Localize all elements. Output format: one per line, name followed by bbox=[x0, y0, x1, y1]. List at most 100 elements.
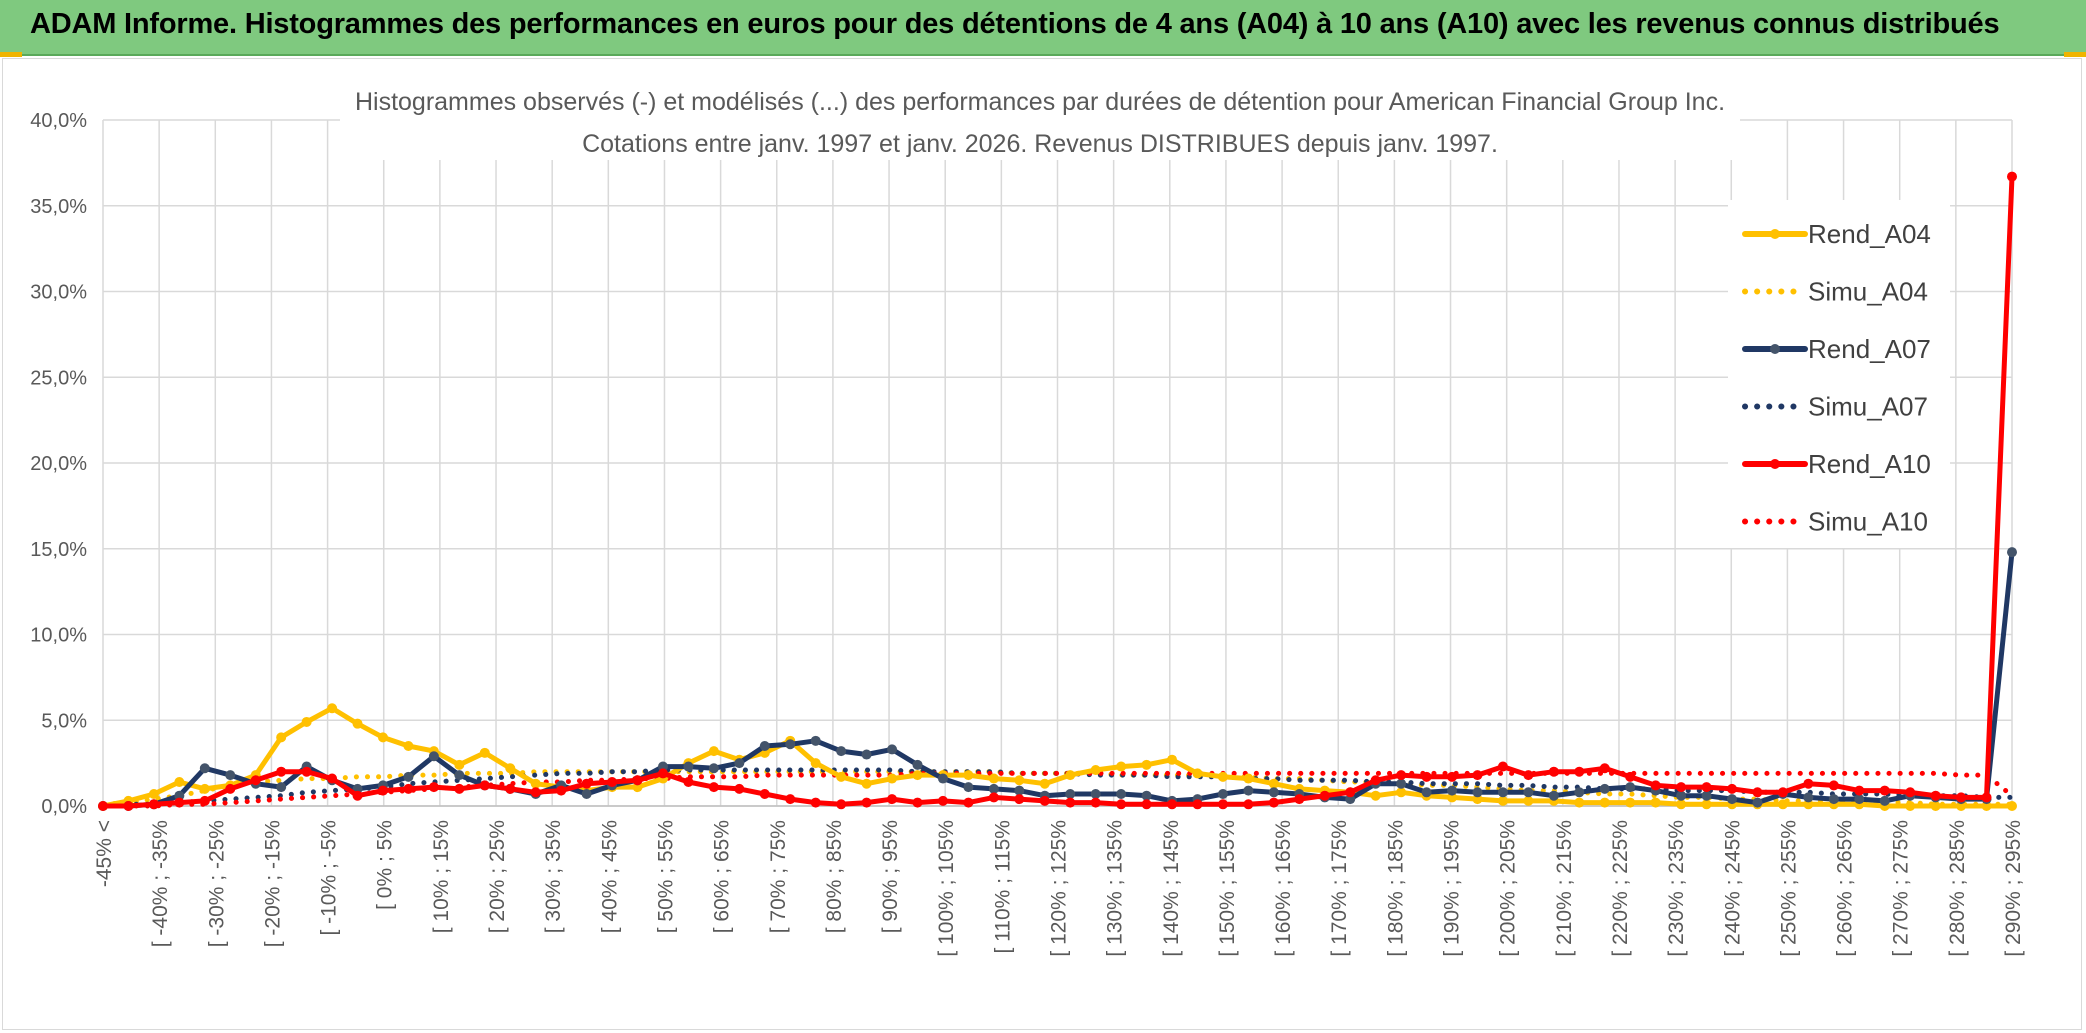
data-point-rend_a10 bbox=[1701, 782, 1712, 793]
data-point-rend_a04 bbox=[454, 759, 465, 770]
data-point-rend_a10 bbox=[683, 776, 694, 787]
x-tick-label: [ 70% ; 75% bbox=[767, 820, 790, 933]
data-point-rend_a04 bbox=[174, 776, 185, 787]
data-point-rend_a10 bbox=[1599, 763, 1610, 774]
data-point-rend_a10 bbox=[2007, 171, 2017, 182]
data-point-rend_a04 bbox=[1777, 799, 1788, 810]
data-point-rend_a04 bbox=[1625, 797, 1636, 808]
data-point-rend_a07 bbox=[887, 744, 898, 755]
data-point-rend_a07 bbox=[1268, 787, 1279, 798]
data-point-rend_a10 bbox=[250, 775, 261, 786]
data-point-rend_a07 bbox=[1625, 782, 1636, 793]
data-point-rend_a10 bbox=[1650, 780, 1661, 791]
data-point-rend_a10 bbox=[148, 799, 159, 810]
x-tick-label: [ 210% ; 215% bbox=[1553, 820, 1576, 957]
data-point-rend_a10 bbox=[1803, 778, 1814, 789]
data-point-rend_a10 bbox=[1930, 790, 1941, 801]
data-point-rend_a10 bbox=[199, 795, 210, 806]
data-point-rend_a04 bbox=[1396, 787, 1407, 798]
y-axis: 0,0% 5,0% 10,0% 15,0% 20,0% 25,0% 30,0% 35,0% 40… bbox=[30, 110, 87, 818]
data-point-rend_a07 bbox=[708, 763, 719, 774]
data-point-rend_a10 bbox=[556, 785, 567, 796]
data-point-rend_a04 bbox=[327, 703, 338, 714]
series-line-rend_a04 bbox=[100, 705, 2015, 809]
x-tick-label: [ 290% ; 295% bbox=[2002, 820, 2025, 957]
data-point-rend_a04 bbox=[1268, 778, 1279, 789]
legend-label-rend_a10: Rend_A10 bbox=[1808, 449, 1931, 479]
data-point-rend_a10 bbox=[1854, 785, 1865, 796]
data-point-rend_a07 bbox=[734, 758, 745, 769]
legend-marker-rend_a07 bbox=[1770, 344, 1780, 354]
data-point-rend_a10 bbox=[1039, 795, 1050, 806]
data-point-rend_a07 bbox=[225, 770, 236, 781]
data-point-rend_a04 bbox=[836, 771, 847, 782]
data-point-rend_a04 bbox=[887, 773, 898, 784]
data-point-rend_a07 bbox=[836, 746, 847, 757]
data-point-rend_a10 bbox=[1370, 775, 1381, 786]
data-point-rend_a10 bbox=[810, 797, 821, 808]
data-point-rend_a10 bbox=[454, 783, 465, 794]
data-point-rend_a07 bbox=[1574, 787, 1585, 798]
series-line-rend_a07 bbox=[100, 549, 2015, 809]
data-point-rend_a07 bbox=[1727, 794, 1738, 805]
data-point-rend_a04 bbox=[1803, 799, 1814, 810]
data-point-rend_a04 bbox=[479, 747, 490, 758]
data-point-rend_a10 bbox=[734, 783, 745, 794]
page-title: ADAM Informe. Histogrammes des performan… bbox=[30, 8, 2000, 40]
data-point-rend_a10 bbox=[1879, 785, 1890, 796]
data-point-rend_a04 bbox=[810, 758, 821, 769]
x-tick-label: [ -10% ; -5% bbox=[318, 820, 341, 936]
y-tick-label: 0,0% bbox=[41, 796, 87, 818]
y-tick-label: 25,0% bbox=[30, 367, 87, 389]
data-point-rend_a04 bbox=[1039, 778, 1050, 789]
data-point-rend_a10 bbox=[1014, 794, 1025, 805]
data-point-rend_a07 bbox=[276, 782, 287, 793]
x-tick-label: [ 190% ; 195% bbox=[1441, 820, 1464, 957]
data-point-rend_a07 bbox=[454, 770, 465, 781]
legend: Rend_A04 Simu_A04 Rend_A07 Simu_A07 Rend_A10… bbox=[1728, 200, 1950, 548]
data-point-rend_a07 bbox=[1065, 788, 1076, 799]
x-tick-label: [ 230% ; 235% bbox=[1665, 820, 1688, 957]
x-tick-label: [ 170% ; 175% bbox=[1328, 820, 1351, 957]
data-point-rend_a10 bbox=[1523, 770, 1534, 781]
data-point-rend_a04 bbox=[1523, 795, 1534, 806]
data-point-rend_a04 bbox=[1956, 801, 1967, 811]
data-point-rend_a07 bbox=[1803, 792, 1814, 803]
data-point-rend_a04 bbox=[1090, 764, 1101, 775]
data-point-rend_a07 bbox=[1217, 788, 1228, 799]
chart-title-line-2: Cotations entre janv. 1997 et janv. 2026… bbox=[582, 130, 1498, 158]
data-point-rend_a04 bbox=[1167, 754, 1178, 765]
data-point-rend_a10 bbox=[836, 799, 847, 810]
x-tick-label: [ 110% ; 115% bbox=[991, 820, 1014, 953]
data-point-rend_a04 bbox=[1116, 761, 1127, 772]
x-tick-label: [ -40% ; -35% bbox=[149, 820, 172, 947]
data-point-rend_a04 bbox=[1192, 768, 1203, 779]
data-point-rend_a10 bbox=[581, 778, 592, 789]
data-point-rend_a07 bbox=[428, 751, 439, 762]
data-point-rend_a10 bbox=[1905, 787, 1916, 798]
data-point-rend_a04 bbox=[1141, 759, 1152, 770]
data-point-rend_a07 bbox=[1090, 788, 1101, 799]
data-point-rend_a04 bbox=[1243, 773, 1254, 784]
data-point-rend_a04 bbox=[1014, 775, 1025, 786]
data-point-rend_a07 bbox=[1701, 790, 1712, 801]
data-point-rend_a10 bbox=[632, 775, 643, 786]
legend-label-simu_a07: Simu_A07 bbox=[1808, 392, 1928, 422]
x-tick-label: [ 120% ; 125% bbox=[1048, 820, 1071, 957]
data-point-rend_a10 bbox=[1777, 787, 1788, 798]
data-point-rend_a07 bbox=[1421, 787, 1432, 798]
x-tick-label: [ 160% ; 165% bbox=[1272, 820, 1295, 957]
data-point-rend_a10 bbox=[912, 797, 923, 808]
data-point-rend_a07 bbox=[683, 761, 694, 772]
series-line-rend_a10 bbox=[100, 174, 2015, 809]
data-point-rend_a10 bbox=[1141, 799, 1152, 810]
data-point-rend_a04 bbox=[2007, 801, 2017, 811]
data-point-rend_a10 bbox=[759, 788, 770, 799]
x-tick-label: [ 80% ; 85% bbox=[823, 820, 846, 933]
chart-title: Histogrammes observés (-) et modélisés (… bbox=[340, 80, 1740, 160]
x-tick-label: [ 150% ; 155% bbox=[1216, 820, 1239, 957]
data-point-rend_a07 bbox=[861, 749, 872, 760]
x-tick-label: [ 100% ; 105% bbox=[935, 820, 958, 957]
data-point-rend_a04 bbox=[1599, 797, 1610, 808]
